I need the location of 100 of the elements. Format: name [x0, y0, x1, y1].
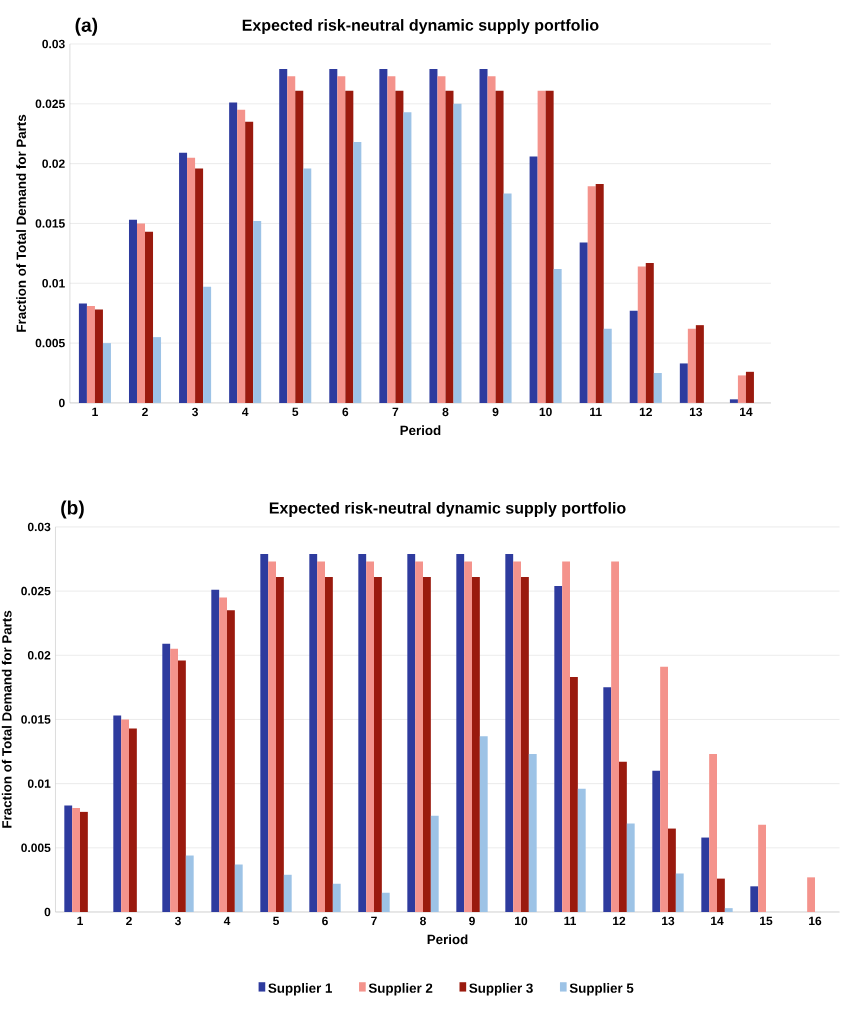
- x-tick-label: 10: [515, 916, 528, 926]
- y-tick-label: 0.01: [42, 279, 65, 288]
- y-tick-label: 0.03: [27, 522, 51, 532]
- x-axis-title: Period: [427, 934, 468, 945]
- bar: [695, 325, 704, 403]
- text: (a): [75, 17, 98, 36]
- bar: [537, 90, 546, 403]
- bar: [687, 328, 696, 403]
- bar: [72, 808, 80, 912]
- bar: [528, 754, 537, 912]
- bar: [479, 736, 488, 912]
- bar: [253, 221, 262, 403]
- bar: [187, 157, 196, 403]
- bar: [203, 286, 212, 403]
- bar: [679, 363, 688, 403]
- bar: [737, 375, 746, 403]
- x-tick-label: 3: [174, 916, 181, 926]
- x-tick-label: 7: [371, 916, 377, 925]
- y-tick-label: 0: [44, 907, 51, 917]
- bar: [325, 576, 333, 912]
- bar: [472, 576, 480, 912]
- bar: [464, 561, 472, 912]
- bar: [94, 309, 103, 403]
- bar: [637, 266, 646, 403]
- bar: [603, 328, 612, 403]
- bar: [577, 788, 586, 912]
- bar: [219, 597, 227, 912]
- bar: [332, 883, 341, 912]
- x-tick-label: 2: [142, 407, 148, 417]
- y-tick-label: 0.015: [35, 219, 65, 228]
- bar: [379, 69, 388, 403]
- bar: [505, 553, 514, 912]
- legend-label: Supplier 5: [569, 983, 634, 996]
- x-tick-label: 6: [322, 916, 328, 926]
- bar: [407, 553, 416, 912]
- bar: [729, 399, 738, 403]
- chart-title: Expected risk-neutral dynamic supply portfolio: [269, 501, 626, 517]
- bar: [430, 815, 439, 912]
- x-tick-label: 11: [564, 916, 577, 925]
- bar: [374, 576, 382, 912]
- bar: [287, 76, 296, 403]
- y-tick-label: 0.005: [21, 843, 51, 853]
- bar: [185, 855, 194, 912]
- bar: [309, 553, 318, 912]
- x-tick-label: 15: [760, 916, 773, 926]
- bar: [395, 90, 404, 403]
- bar: [807, 877, 816, 912]
- bar: [227, 610, 235, 912]
- x-tick-label: 14: [740, 407, 753, 416]
- bar: [329, 69, 338, 403]
- x-tick-label: 8: [442, 407, 449, 417]
- bar: [579, 242, 588, 403]
- bar: [429, 69, 438, 403]
- bar: [145, 231, 154, 403]
- bar: [153, 337, 162, 403]
- bar: [303, 168, 312, 403]
- legend-label: Supplier 3: [469, 983, 533, 996]
- bar: [162, 643, 171, 912]
- bar: [170, 648, 178, 912]
- bar: [121, 719, 129, 912]
- bar: [113, 715, 122, 912]
- bar: [653, 373, 662, 403]
- legend-label: Supplier 2: [368, 983, 433, 996]
- bar: [317, 561, 325, 912]
- bar: [403, 112, 412, 403]
- bar: [529, 156, 538, 403]
- bar: [479, 69, 488, 403]
- bar: [709, 754, 717, 912]
- x-tick-label: 4: [242, 407, 249, 416]
- bar: [337, 76, 346, 403]
- y-tick-label: 0.005: [35, 338, 65, 348]
- text: (b): [61, 500, 84, 519]
- bar: [137, 223, 146, 403]
- bar: [195, 168, 204, 403]
- x-tick-label: 5: [292, 407, 299, 417]
- bar: [587, 186, 596, 403]
- y-tick-label: 0.03: [42, 39, 65, 49]
- y-tick-label: 0.025: [21, 586, 51, 596]
- bar: [619, 761, 627, 912]
- y-tick-label: 0.01: [27, 779, 51, 788]
- bar: [437, 76, 446, 403]
- bar: [724, 908, 733, 912]
- y-tick-label: 0: [58, 398, 65, 408]
- x-tick-label: 10: [539, 407, 552, 417]
- bar: [487, 76, 496, 403]
- bar: [358, 553, 367, 912]
- bar: [668, 828, 676, 912]
- y-axis-title: Fraction of Total Demand for Parts: [1, 610, 12, 828]
- bar: [276, 576, 284, 912]
- bar: [758, 824, 767, 912]
- bar: [423, 576, 431, 912]
- bar: [456, 553, 465, 912]
- bar: [554, 585, 563, 912]
- bar: [645, 262, 654, 403]
- bar: [745, 371, 754, 403]
- x-tick-label: 6: [342, 407, 349, 417]
- bar: [295, 90, 304, 403]
- bar: [453, 103, 462, 403]
- bar: [268, 561, 276, 912]
- bar: [562, 561, 570, 912]
